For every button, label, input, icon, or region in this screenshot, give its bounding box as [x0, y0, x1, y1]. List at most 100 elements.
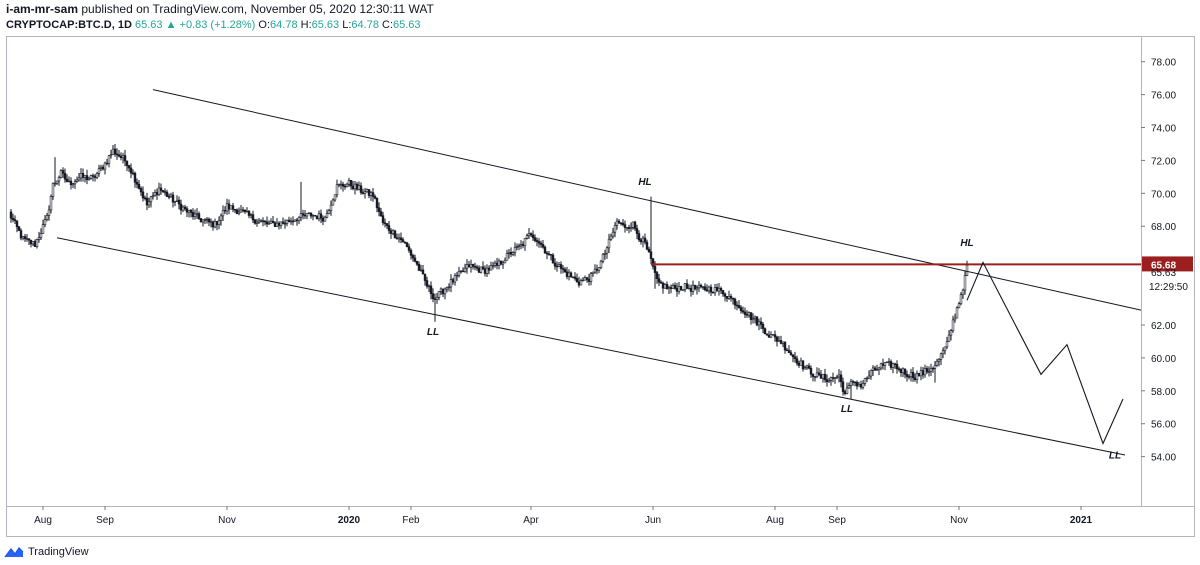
candle-up	[275, 222, 279, 227]
candle-up	[221, 209, 225, 217]
candle-up	[503, 259, 507, 264]
candle-up	[55, 180, 59, 184]
level-price-label: 65.68	[1151, 260, 1176, 271]
candle-down	[911, 371, 915, 379]
candle-down	[415, 260, 419, 265]
candle-up	[603, 252, 607, 255]
candle-down	[309, 212, 313, 217]
candle-down	[487, 267, 491, 271]
candle-down	[541, 244, 545, 248]
low-value: 64.78	[351, 19, 379, 31]
brand-name[interactable]: TradingView	[28, 546, 89, 558]
candle-down	[33, 241, 37, 247]
candle-down	[227, 203, 231, 210]
y-tick-label: 58.00	[1151, 387, 1176, 398]
swing-annotation: LL	[427, 327, 439, 338]
candle-down	[399, 237, 403, 240]
candle-down	[105, 162, 109, 165]
candle-up	[945, 341, 949, 348]
candle-down	[281, 221, 285, 224]
candle-up	[867, 375, 871, 379]
open-label: O:	[258, 19, 271, 31]
tradingview-logo-icon[interactable]	[4, 546, 24, 558]
candle-up	[57, 177, 61, 182]
candle-up	[959, 294, 963, 305]
candle-up	[955, 307, 959, 319]
candle-down	[855, 382, 859, 387]
candle-down	[549, 254, 553, 256]
candle-up	[849, 381, 853, 386]
candle-up	[939, 353, 943, 360]
candle-up	[37, 237, 41, 240]
candle-down	[585, 277, 589, 280]
author-name[interactable]: i-am-mr-sam	[6, 2, 79, 16]
candle-up	[305, 212, 309, 217]
candle-down	[843, 391, 847, 394]
candle-up	[827, 380, 831, 383]
candle-down	[587, 279, 591, 282]
candle-up	[583, 277, 587, 281]
candle-down	[817, 372, 821, 375]
last-price-label: 65.63	[1151, 268, 1176, 279]
candle-up	[67, 180, 71, 183]
candle-up	[259, 220, 263, 222]
candle-up	[147, 201, 151, 206]
candle-up	[237, 211, 241, 214]
high-value: 65.63	[311, 19, 340, 31]
candle-up	[691, 284, 695, 292]
last-price: 65.63	[134, 19, 163, 31]
candle-up	[607, 238, 611, 249]
chart-frame[interactable]: 78.00 76.00 74.00 72.00 70.00 68.00 62.00 60.00…	[6, 36, 1195, 537]
candle-down	[643, 237, 647, 243]
candle-up	[929, 367, 933, 372]
candle-up	[501, 262, 505, 265]
candle-down	[477, 267, 481, 273]
x-tick-label: Feb	[402, 515, 420, 526]
price-chart[interactable]: 78.00 76.00 74.00 72.00 70.00 68.00 62.00 60.00…	[7, 37, 1194, 536]
x-tick-label: Apr	[523, 515, 539, 526]
candle-down	[223, 209, 227, 212]
candle-down	[913, 377, 917, 380]
candle-up	[201, 219, 205, 223]
swing-annotation: HL	[638, 177, 651, 188]
candle-up	[901, 368, 905, 373]
candle-down	[167, 196, 171, 198]
candle-down	[701, 286, 705, 288]
candle-up	[437, 290, 441, 298]
candle-down	[301, 213, 305, 216]
candle-down	[533, 237, 537, 241]
candle-down	[441, 288, 445, 295]
candle-up	[469, 264, 473, 268]
candle-down	[797, 362, 801, 366]
candle-down	[661, 282, 665, 289]
candle-up	[883, 362, 887, 366]
candle-down	[119, 155, 123, 159]
candle-down	[881, 363, 885, 366]
candle-up	[571, 276, 575, 279]
candle-up	[599, 260, 603, 268]
candle-up	[919, 370, 923, 377]
candle-up	[833, 377, 837, 379]
candle-down	[131, 172, 135, 175]
candle-up	[505, 253, 509, 261]
candle-up	[107, 155, 111, 164]
candle-down	[907, 376, 911, 378]
candle-up	[519, 244, 523, 247]
candle-down	[917, 372, 921, 377]
candle-up	[943, 346, 947, 352]
candle-up	[339, 183, 343, 186]
y-tick-label: 78.00	[1151, 58, 1176, 69]
candle-down	[247, 210, 251, 216]
candle-up	[493, 262, 497, 266]
candle-up	[279, 221, 283, 226]
candle-up	[479, 266, 483, 273]
candle-up	[453, 275, 457, 283]
candle-down	[9, 211, 13, 219]
candle-up	[325, 213, 329, 218]
candle-down	[361, 192, 365, 194]
candle-down	[715, 287, 719, 292]
candle-up	[203, 219, 207, 221]
footer: TradingView	[4, 543, 89, 561]
candle-down	[759, 321, 763, 325]
candle-down	[451, 279, 455, 283]
